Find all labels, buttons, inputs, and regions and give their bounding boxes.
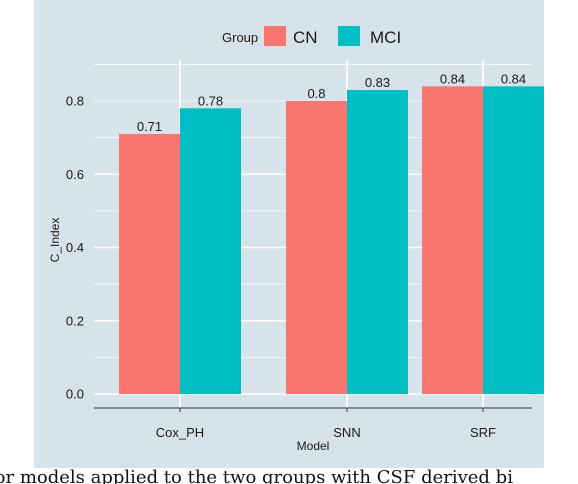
x-tick-label: SNN	[333, 425, 360, 440]
y-axis-title: C_Index	[48, 218, 62, 263]
y-tick-label: 0.0	[66, 387, 84, 402]
bar-cn-snn	[286, 101, 347, 394]
legend-label-cn: CN	[293, 28, 318, 47]
figure-caption: for models applied to the two groups wit…	[0, 467, 513, 484]
data-label: 0.71	[137, 119, 162, 134]
bar-mci-cox-ph	[180, 108, 241, 394]
data-label: 0.8	[307, 86, 325, 101]
legend-label-mci: MCI	[370, 28, 401, 47]
y-tick-label: 0.2	[66, 313, 84, 328]
chart-figure: 0.71 0.78 0.8 0.83 0.84 0.84 0.0 0.2 0.4 0.6 0.8 Co…	[34, 0, 544, 468]
bar-mci-srf	[483, 86, 544, 394]
x-tick-label: SRF	[470, 425, 496, 440]
bar-cn-srf	[422, 86, 483, 394]
x-axis-title: Model	[297, 439, 330, 453]
y-tick-label: 0.6	[66, 167, 84, 182]
bar-cn-cox-ph	[119, 133, 180, 394]
data-label: 0.78	[198, 93, 223, 108]
legend-title: Group	[222, 30, 258, 45]
bar-mci-snn	[347, 90, 408, 394]
data-label: 0.84	[440, 71, 465, 86]
y-tick-label: 0.4	[66, 240, 84, 255]
x-tick-label: Cox_PH	[156, 425, 204, 440]
data-label: 0.84	[501, 71, 526, 86]
bar-chart: 0.71 0.78 0.8 0.83 0.84 0.84 0.0 0.2 0.4 0.6 0.8 Co…	[48, 26, 544, 453]
data-label: 0.83	[365, 75, 390, 90]
y-tick-label: 0.8	[66, 94, 84, 109]
legend-key-mci	[338, 26, 360, 46]
legend-key-cn	[264, 26, 286, 46]
